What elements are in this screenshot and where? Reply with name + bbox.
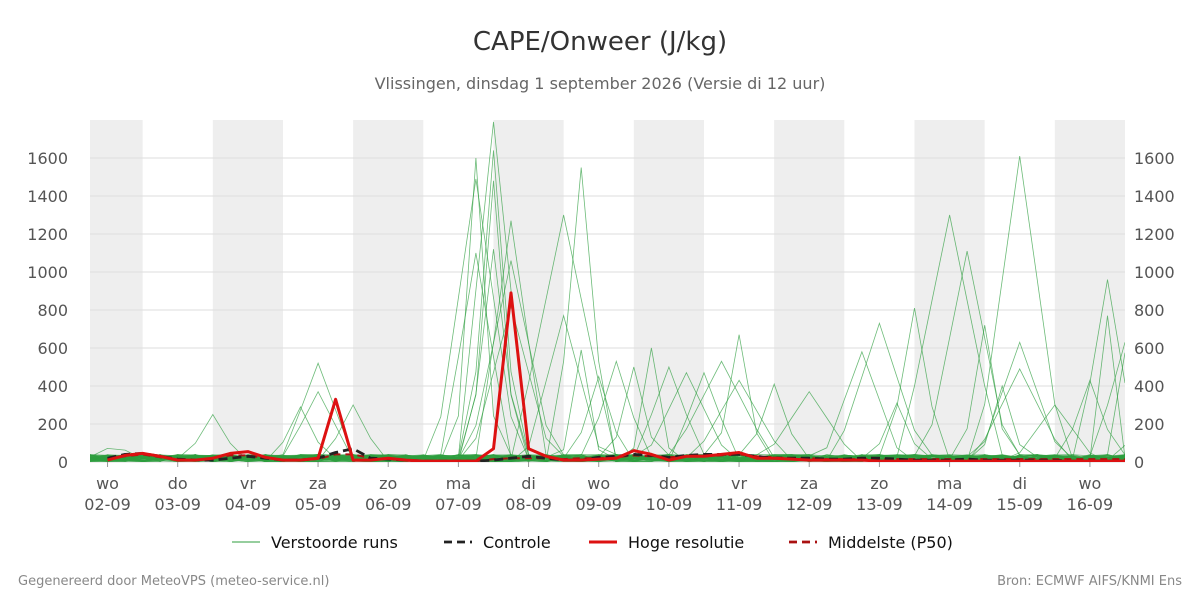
y-tick-label-left: 0 xyxy=(58,453,68,472)
legend: Verstoorde runs Controle Hoge resolutie Mid… xyxy=(232,533,953,552)
chart-title: CAPE/Onweer (J/kg) xyxy=(473,27,727,57)
y-tick-label-right: 1600 xyxy=(1134,149,1175,168)
y-tick-label-right: 200 xyxy=(1134,415,1165,434)
chart-subtitle: Vlissingen, dinsdag 1 september 2026 (Ve… xyxy=(375,74,826,93)
y-tick-label-right: 400 xyxy=(1134,377,1165,396)
series-line-controle xyxy=(107,447,1125,462)
legend-label: Middelste (P50) xyxy=(828,533,953,552)
x-tick-date: 13-09 xyxy=(856,495,903,514)
main-series xyxy=(107,291,1125,462)
x-tick-date: 02-09 xyxy=(84,495,131,514)
y-tick-label-right: 0 xyxy=(1134,453,1144,472)
x-tick-date: 14-09 xyxy=(926,495,973,514)
day-band xyxy=(353,120,424,462)
x-tick-day: wo xyxy=(1078,474,1101,493)
x-tick-day: do xyxy=(168,474,188,493)
y-tick-label-right: 600 xyxy=(1134,339,1165,358)
day-band xyxy=(774,120,845,462)
x-tick-day: ma xyxy=(446,474,471,493)
series-line-hoge-resolutie xyxy=(107,291,1125,462)
x-tick-date: 11-09 xyxy=(716,495,763,514)
x-tick-day: za xyxy=(800,474,818,493)
y-tick-label-left: 1600 xyxy=(27,149,68,168)
y-tick-label-left: 1000 xyxy=(27,263,68,282)
day-band xyxy=(1054,120,1125,462)
x-tick-date: 06-09 xyxy=(365,495,412,514)
legend-label: Controle xyxy=(483,533,551,552)
footer-generated-by: Gegenereerd door MeteoVPS (meteo-service… xyxy=(18,574,329,589)
x-tick-day: za xyxy=(309,474,327,493)
weekend-bands xyxy=(90,120,1125,462)
x-tick-day: ma xyxy=(937,474,962,493)
y-tick-label-left: 200 xyxy=(37,415,68,434)
x-tick-day: vr xyxy=(731,474,747,493)
x-tick-day: di xyxy=(521,474,536,493)
x-tick-date: 05-09 xyxy=(295,495,342,514)
x-tick-date: 16-09 xyxy=(1067,495,1114,514)
x-tick-date: 15-09 xyxy=(996,495,1043,514)
y-tick-label-right: 1200 xyxy=(1134,225,1175,244)
x-tick-date: 08-09 xyxy=(505,495,552,514)
y-axis-left: 0 200 400 600 800 1000 1200 1400 1600 xyxy=(27,149,68,472)
x-tick-date: 07-09 xyxy=(435,495,482,514)
y-tick-label-right: 800 xyxy=(1134,301,1165,320)
x-axis: wo 02-09 do 03-09 vr 04-09 za 05-09 zo 06-09 ma 07-… xyxy=(84,462,1113,514)
y-tick-label-right: 1400 xyxy=(1134,187,1175,206)
x-tick-day: do xyxy=(659,474,679,493)
day-band xyxy=(493,120,564,462)
x-tick-day: zo xyxy=(379,474,397,493)
day-band xyxy=(914,120,985,462)
legend-label: Verstoorde runs xyxy=(271,533,398,552)
x-tick-day: wo xyxy=(96,474,119,493)
x-tick-date: 09-09 xyxy=(575,495,622,514)
y-tick-label-left: 600 xyxy=(37,339,68,358)
y-tick-label-right: 1000 xyxy=(1134,263,1175,282)
y-tick-label-left: 1400 xyxy=(27,187,68,206)
x-tick-date: 12-09 xyxy=(786,495,833,514)
y-axis-right: 0 200 400 600 800 1000 1200 1400 1600 xyxy=(1134,149,1175,472)
day-band xyxy=(633,120,704,462)
footer-source: Bron: ECMWF AIFS/KNMI Ens xyxy=(997,574,1182,589)
y-tick-label-left: 1200 xyxy=(27,225,68,244)
x-tick-day: di xyxy=(1012,474,1027,493)
day-band xyxy=(212,120,283,462)
x-tick-day: zo xyxy=(870,474,888,493)
x-tick-day: wo xyxy=(587,474,610,493)
legend-label: Hoge resolutie xyxy=(628,533,744,552)
x-tick-day: vr xyxy=(240,474,256,493)
day-band xyxy=(90,120,143,462)
y-tick-label-left: 400 xyxy=(37,377,68,396)
x-tick-date: 04-09 xyxy=(225,495,272,514)
y-tick-label-left: 800 xyxy=(37,301,68,320)
x-tick-date: 03-09 xyxy=(154,495,201,514)
x-tick-date: 10-09 xyxy=(646,495,693,514)
